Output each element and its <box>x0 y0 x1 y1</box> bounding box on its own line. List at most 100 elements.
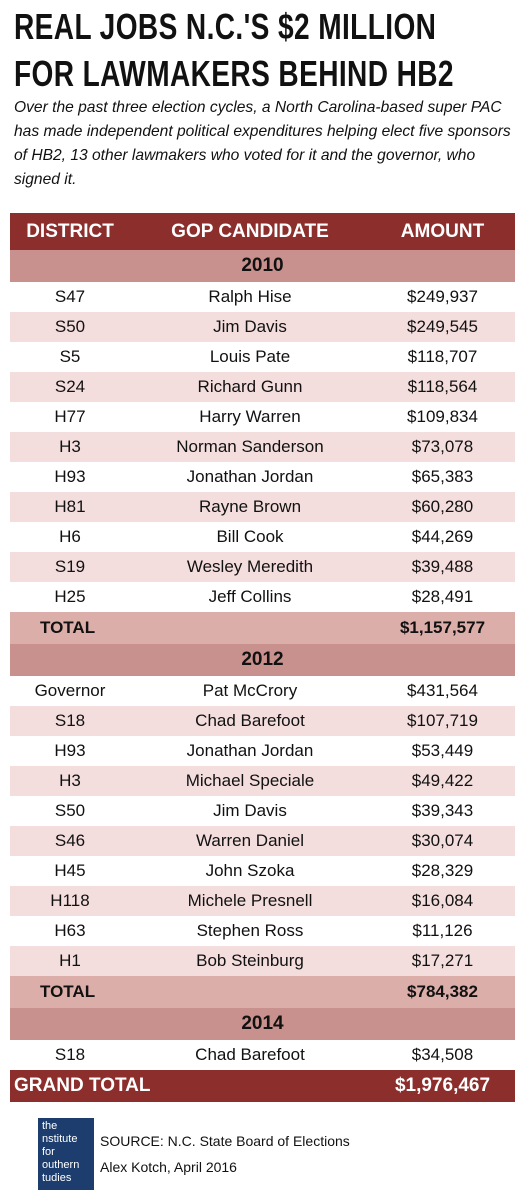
logo: the nstitute for outhern tudies <box>38 1118 94 1190</box>
table: DISTRICT GOP CANDIDATE AMOUNT 2010 S47 Ralph … <box>10 213 515 1102</box>
cell: $65,383 <box>411 467 474 486</box>
cell: S18 <box>54 711 86 730</box>
data-row: H93 Jonathan Jordan $65,383 <box>10 462 515 492</box>
title: REAL JOBS N.C.'S $2 MILLION <box>14 6 437 47</box>
cell: Michele Presnell <box>187 891 313 910</box>
cell: H3 <box>59 771 81 790</box>
data-row: S18 Chad Barefoot $107,719 <box>10 706 515 736</box>
cell: H93 <box>54 467 86 486</box>
cell: $39,488 <box>411 557 474 576</box>
cell: $107,719 <box>407 711 478 730</box>
cell: Stephen Ross <box>196 921 304 940</box>
data-row: S18 Chad Barefoot $34,508 <box>10 1040 515 1070</box>
credit: Alex Kotch, April 2016 <box>100 1159 237 1175</box>
cell: Michael Speciale <box>185 771 315 790</box>
data-row: H118 Michele Presnell $16,084 <box>10 886 515 916</box>
total-row: TOTAL $1,157,577 <box>10 612 515 644</box>
data-row: S50 Jim Davis $39,343 <box>10 796 515 826</box>
cell: $16,084 <box>411 891 474 910</box>
cell: $60,280 <box>411 497 474 516</box>
cell: Bob Steinburg <box>196 951 304 970</box>
cell: Jonathan Jordan <box>186 741 314 760</box>
data-row: S5 Louis Pate $118,707 <box>10 342 515 372</box>
cell: $249,545 <box>407 317 478 336</box>
cell: Norman Sanderson <box>176 437 324 456</box>
cell: H25 <box>54 587 86 606</box>
cell: $118,707 <box>407 347 478 366</box>
cell: $11,126 <box>412 921 473 940</box>
cell: Chad Barefoot <box>195 711 305 730</box>
section-row: 2012 <box>10 644 515 676</box>
cell: Richard Gunn <box>197 377 303 396</box>
total-label: TOTAL <box>40 618 96 637</box>
data-row: H3 Norman Sanderson $73,078 <box>10 432 515 462</box>
data-row: H25 Jeff Collins $28,491 <box>10 582 515 612</box>
data-row: H81 Rayne Brown $60,280 <box>10 492 515 522</box>
section-year: 2012 <box>241 649 284 670</box>
cell: $44,269 <box>411 527 474 546</box>
cell: S5 <box>59 347 81 366</box>
data-row: H1 Bob Steinburg $17,271 <box>10 946 515 976</box>
cell: $39,343 <box>411 801 474 820</box>
header-row: DISTRICT GOP CANDIDATE AMOUNT <box>10 213 515 250</box>
cell: Louis Pate <box>209 347 291 366</box>
data-row: H93 Jonathan Jordan $53,449 <box>10 736 515 766</box>
total-amount: $784,382 <box>407 982 478 1001</box>
cell: S46 <box>54 831 86 850</box>
section-row: 2010 <box>10 250 515 282</box>
grand-total-label: GRAND TOTAL <box>14 1075 151 1096</box>
cell: Pat McCrory <box>202 681 298 700</box>
logo-text: nstitute <box>42 1133 78 1145</box>
logo-text: for <box>42 1146 55 1158</box>
cell: H3 <box>59 437 81 456</box>
cell: H77 <box>54 407 86 426</box>
grand-total-row: GRAND TOTAL $1,976,467 <box>10 1070 515 1102</box>
cell: H81 <box>54 497 86 516</box>
cell: $34,508 <box>411 1045 474 1064</box>
cell: S19 <box>54 557 86 576</box>
data-row: H63 Stephen Ross $11,126 <box>10 916 515 946</box>
title: FOR LAWMAKERS BEHIND HB2 <box>14 53 454 94</box>
cell: Jeff Collins <box>208 587 292 606</box>
subtitle: Over the past three election cycles, a N… <box>14 99 511 188</box>
cell: Bill Cook <box>216 527 284 546</box>
section-year: 2014 <box>241 1013 284 1034</box>
cell: $28,329 <box>411 861 474 880</box>
cell: Jonathan Jordan <box>186 467 314 486</box>
column-header: AMOUNT <box>400 220 485 242</box>
cell: S47 <box>54 287 86 306</box>
logo-text: the <box>42 1120 58 1132</box>
cell: S50 <box>54 801 86 820</box>
logo-text: outhern <box>42 1159 80 1171</box>
data-row: H3 Michael Speciale $49,422 <box>10 766 515 796</box>
cell: H1 <box>59 951 81 970</box>
cell: Governor <box>34 681 106 700</box>
cell: Ralph Hise <box>208 287 292 306</box>
section-row: 2014 <box>10 1008 515 1040</box>
total-label: TOTAL <box>40 982 96 1001</box>
cell: H6 <box>59 527 81 546</box>
data-row: S50 Jim Davis $249,545 <box>10 312 515 342</box>
total-amount: $1,157,577 <box>399 618 486 637</box>
cell: Rayne Brown <box>198 497 302 516</box>
cell: John Szoka <box>205 861 295 880</box>
data-row: S19 Wesley Meredith $39,488 <box>10 552 515 582</box>
cell: H93 <box>54 741 86 760</box>
cell: $118,564 <box>407 377 478 396</box>
cell: $49,422 <box>411 771 474 790</box>
cell: $53,449 <box>411 741 474 760</box>
data-row: H6 Bill Cook $44,269 <box>10 522 515 552</box>
cell: Wesley Meredith <box>186 557 314 576</box>
cell: S24 <box>54 377 86 396</box>
cell: H118 <box>50 891 90 910</box>
cell: $17,271 <box>411 951 474 970</box>
column-header: GOP CANDIDATE <box>171 220 329 242</box>
data-row: S46 Warren Daniel $30,074 <box>10 826 515 856</box>
column-header: DISTRICT <box>26 220 114 242</box>
data-row: S24 Richard Gunn $118,564 <box>10 372 515 402</box>
cell: $28,491 <box>411 587 474 606</box>
data-row: Governor Pat McCrory $431,564 <box>10 676 515 706</box>
cell: S18 <box>54 1045 86 1064</box>
source: SOURCE: N.C. State Board of Elections <box>100 1133 350 1149</box>
